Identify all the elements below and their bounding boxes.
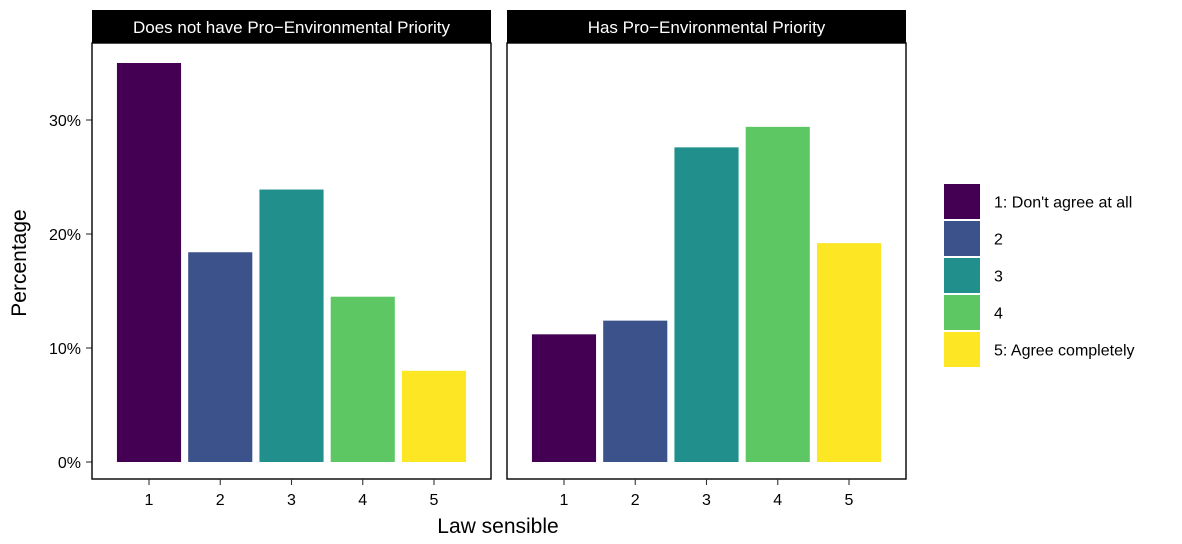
bar — [531, 334, 597, 462]
legend-key — [944, 295, 980, 330]
legend-key — [944, 221, 980, 256]
bar — [401, 370, 467, 462]
y-axis-title: Percentage — [8, 209, 31, 316]
legend-label: 4 — [994, 306, 1003, 323]
legend-key — [944, 332, 980, 367]
x-tick-label: 1 — [145, 492, 154, 509]
y-tick-label: 20% — [49, 227, 81, 244]
x-tick-label: 5 — [845, 492, 854, 509]
bar — [188, 252, 253, 462]
legend-label: 1: Don't agree at all — [994, 195, 1132, 212]
y-tick-label: 0% — [58, 455, 81, 472]
x-tick-label: 3 — [702, 492, 711, 509]
y-tick-label: 30% — [49, 113, 81, 130]
bar — [674, 147, 739, 463]
y-tick-label: 10% — [49, 341, 81, 358]
legend-label: 3 — [994, 269, 1003, 286]
x-tick-label: 2 — [631, 492, 640, 509]
bar — [116, 63, 182, 462]
x-tick-label: 1 — [560, 492, 569, 509]
legend-label: 5: Agree completely — [994, 343, 1135, 360]
facet-strip — [92, 10, 491, 43]
x-tick-label: 3 — [287, 492, 296, 509]
bar — [745, 126, 810, 462]
bar — [259, 189, 324, 463]
x-tick-label: 4 — [358, 492, 367, 509]
legend-key — [944, 184, 980, 219]
x-tick-label: 2 — [216, 492, 225, 509]
x-tick-label: 5 — [430, 492, 439, 509]
bar — [603, 320, 668, 462]
legend-key — [944, 258, 980, 293]
bar — [816, 243, 882, 462]
bar — [330, 296, 395, 462]
x-tick-label: 4 — [773, 492, 782, 509]
facet-title: Has Pro−Environmental Priority — [588, 18, 826, 37]
x-axis-title: Law sensible — [437, 515, 558, 538]
facet-strip — [507, 10, 906, 43]
facet-title: Does not have Pro−Environmental Priority — [133, 18, 451, 37]
legend-label: 2 — [994, 232, 1003, 249]
